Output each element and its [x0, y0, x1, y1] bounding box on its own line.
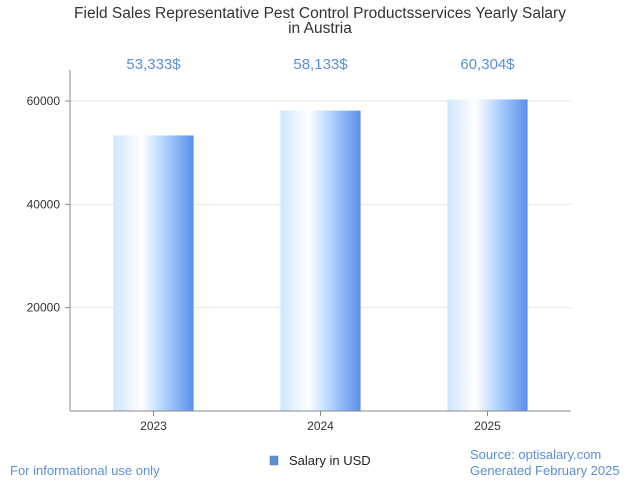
- data-label: 53,333$: [126, 56, 181, 73]
- bars: [113, 99, 528, 412]
- data-label: 58,133$: [293, 56, 348, 73]
- data-label: 60,304$: [460, 56, 515, 73]
- labels: 20000 40000 60000 2023 53,333$ 2024 58,133$ 202…: [27, 56, 516, 433]
- legend-swatch: [269, 455, 279, 466]
- footer-source: Source: optisalary.com: [470, 447, 601, 462]
- footer-disclaimer: For informational use only: [10, 463, 160, 478]
- y-tick-label: 20000: [27, 301, 61, 315]
- x-tick-label: 2025: [474, 419, 501, 433]
- bar-2023: [113, 135, 194, 411]
- chart-title-line-1: Field Sales Representative Pest Control …: [74, 5, 566, 22]
- legend: Salary in USD: [269, 453, 371, 468]
- chart-title-line-2: in Austria: [288, 20, 352, 37]
- legend-label: Salary in USD: [289, 453, 371, 468]
- x-tick-label: 2024: [307, 419, 334, 433]
- bar-2025: [447, 99, 528, 412]
- footer-generated: Generated February 2025: [470, 463, 620, 478]
- axes: [65, 70, 571, 416]
- x-tick-label: 2023: [140, 419, 167, 433]
- bar-2024: [280, 110, 361, 411]
- y-tick-label: 60000: [27, 94, 61, 108]
- y-tick-label: 40000: [27, 197, 61, 211]
